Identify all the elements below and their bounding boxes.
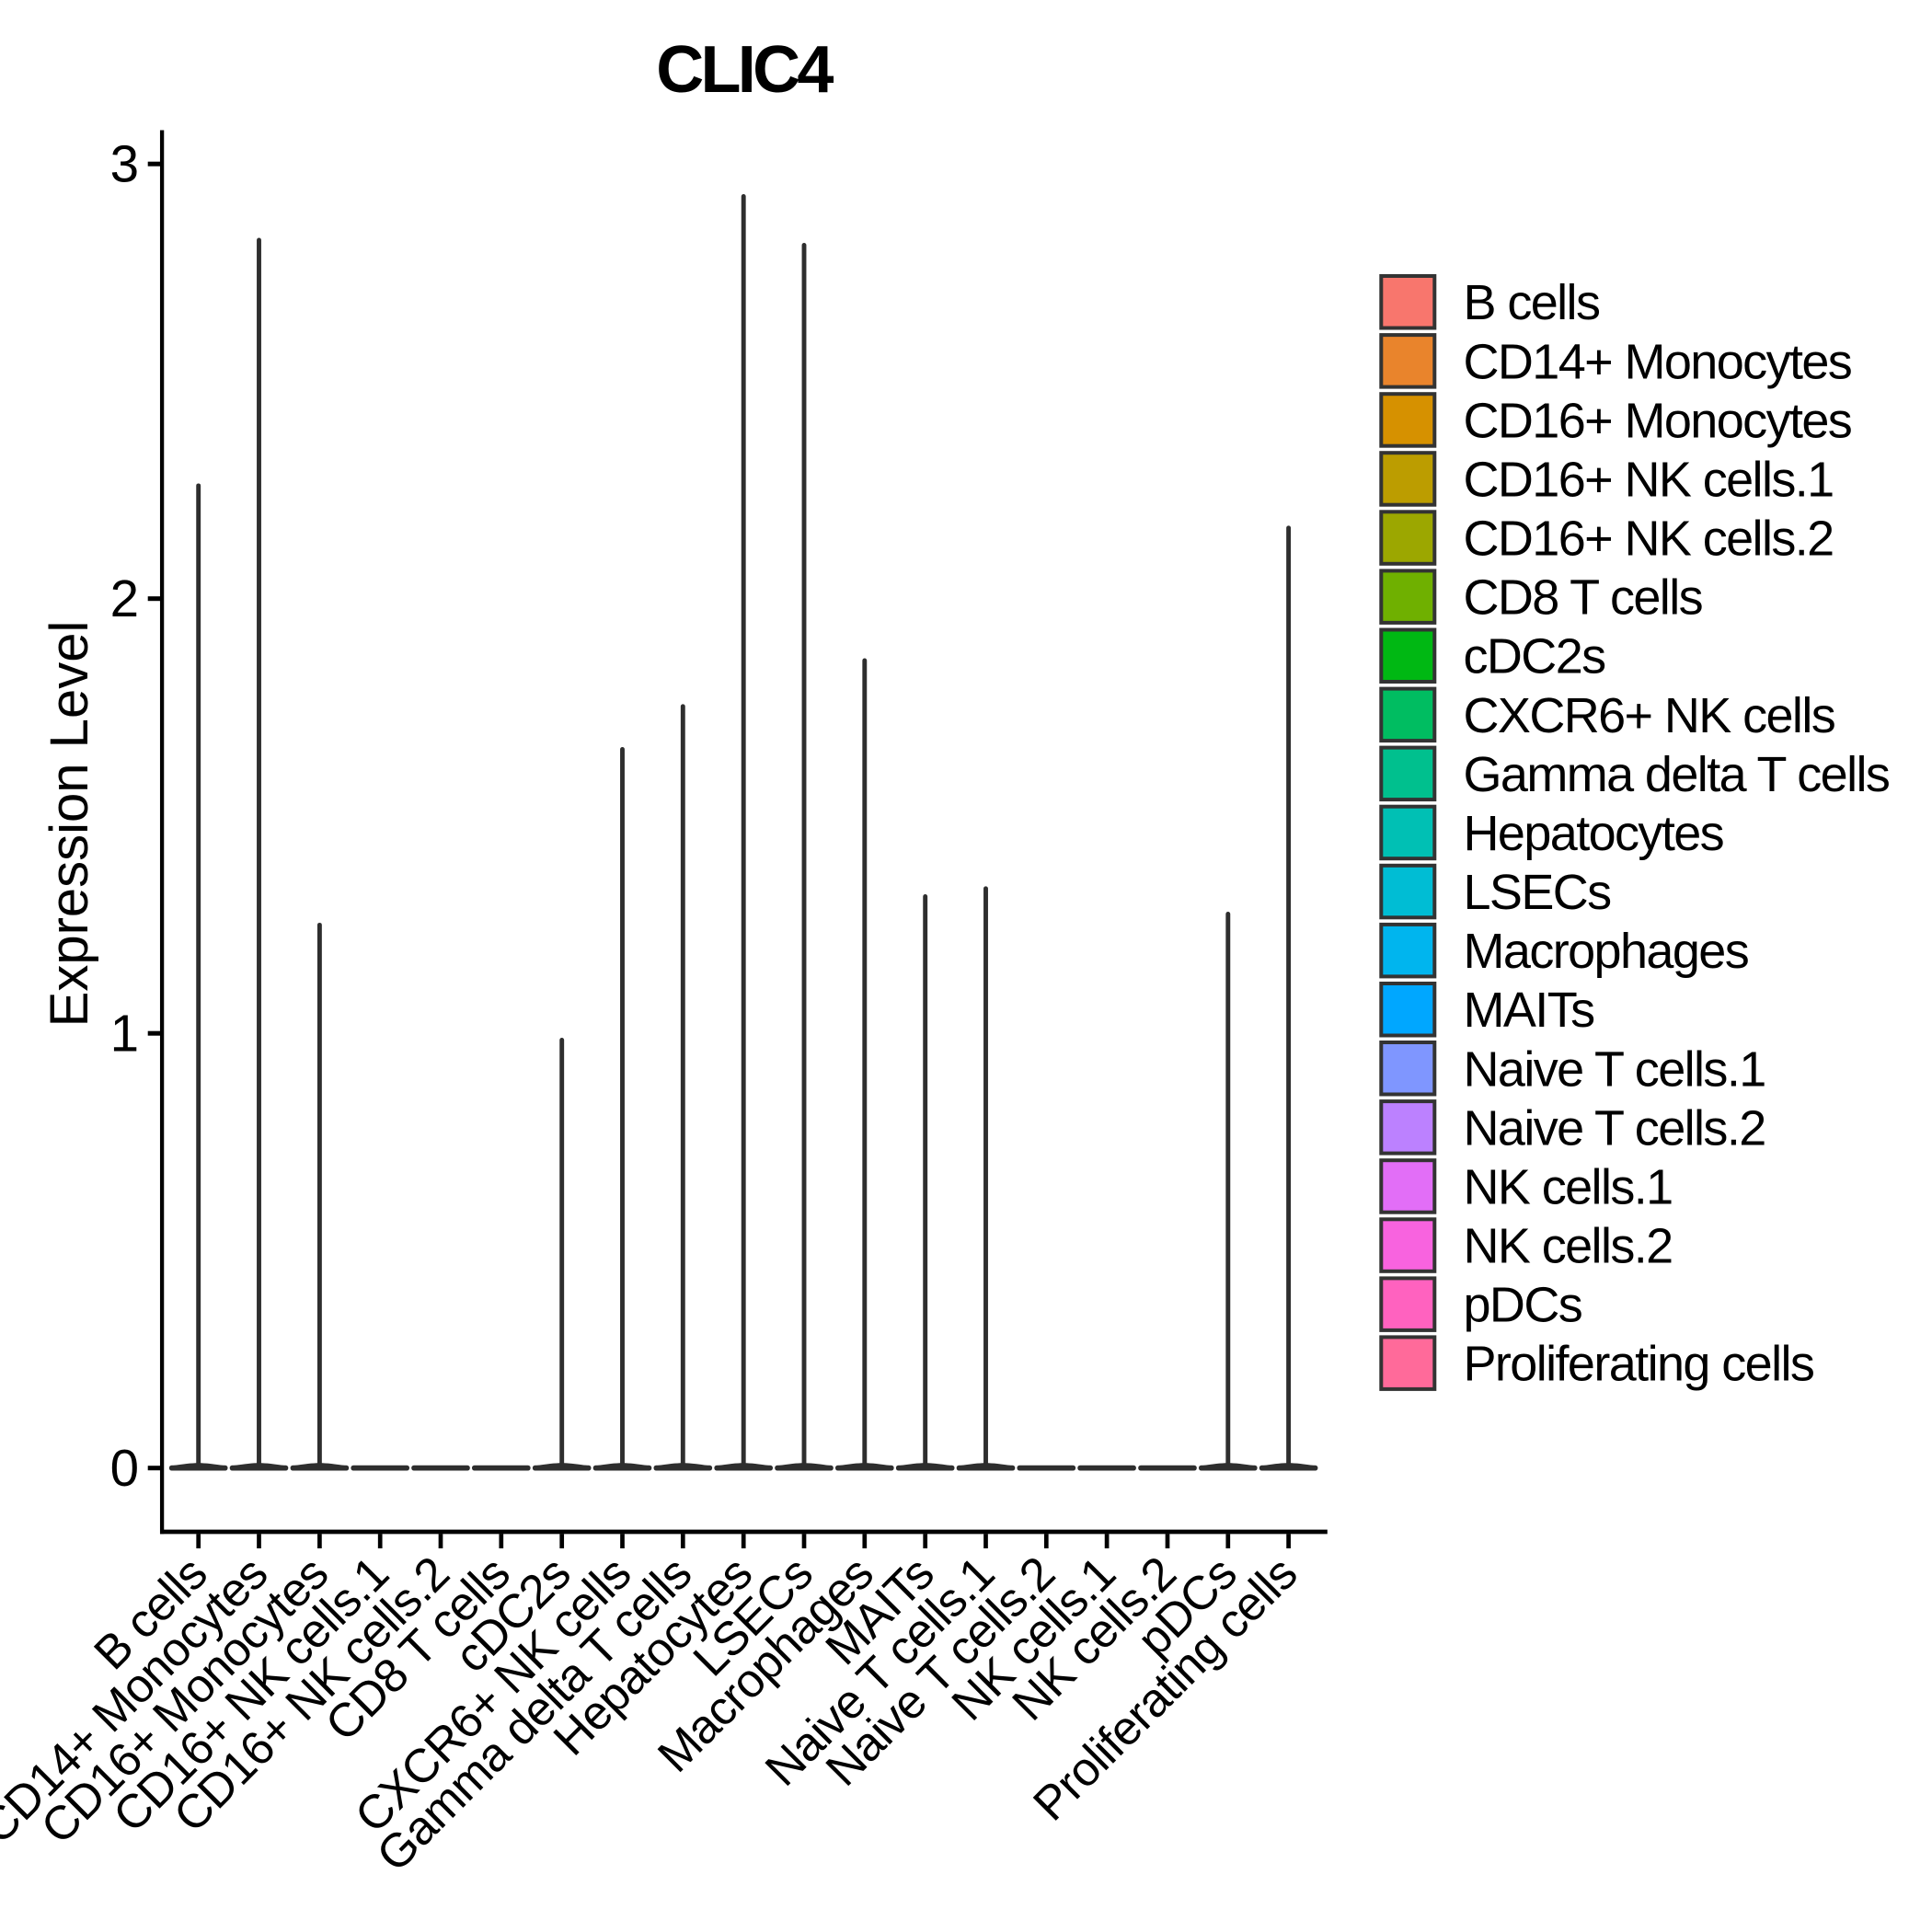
- svg-text:Naive T cells.2: Naive T cells.2: [1464, 1100, 1765, 1156]
- svg-text:1: 1: [110, 1005, 139, 1063]
- svg-text:Hepatocytes: Hepatocytes: [1464, 806, 1724, 861]
- svg-text:Expression Level: Expression Level: [40, 621, 99, 1028]
- svg-text:B cells: B cells: [1464, 275, 1600, 330]
- svg-text:pDCs: pDCs: [1464, 1278, 1582, 1333]
- svg-text:CD16+ NK cells.1: CD16+ NK cells.1: [1464, 453, 1834, 508]
- svg-text:CD16+ NK cells.2: CD16+ NK cells.2: [1464, 512, 1834, 567]
- svg-text:3: 3: [110, 135, 139, 193]
- svg-text:CD16+ Monocytes: CD16+ Monocytes: [1464, 393, 1852, 448]
- svg-text:NK cells.1: NK cells.1: [1464, 1159, 1673, 1214]
- svg-text:CD8 T cells: CD8 T cells: [1464, 570, 1703, 626]
- svg-text:Proliferating cells: Proliferating cells: [1464, 1337, 1814, 1392]
- svg-text:Macrophages: Macrophages: [1464, 924, 1749, 979]
- svg-text:MAITs: MAITs: [1464, 983, 1595, 1038]
- svg-text:Naive T cells.1: Naive T cells.1: [1464, 1041, 1765, 1097]
- svg-text:CXCR6+ NK cells: CXCR6+ NK cells: [1464, 688, 1835, 743]
- svg-text:2: 2: [110, 569, 139, 627]
- svg-text:Gamma delta T cells: Gamma delta T cells: [1464, 747, 1890, 802]
- svg-text:CD14+ Monocytes: CD14+ Monocytes: [1464, 334, 1852, 389]
- svg-text:NK cells.2: NK cells.2: [1464, 1219, 1673, 1274]
- svg-text:0: 0: [110, 1439, 139, 1497]
- svg-text:LSECs: LSECs: [1464, 865, 1612, 920]
- svg-text:cDC2s: cDC2s: [1464, 629, 1606, 684]
- svg-text:CLIC4: CLIC4: [656, 33, 834, 107]
